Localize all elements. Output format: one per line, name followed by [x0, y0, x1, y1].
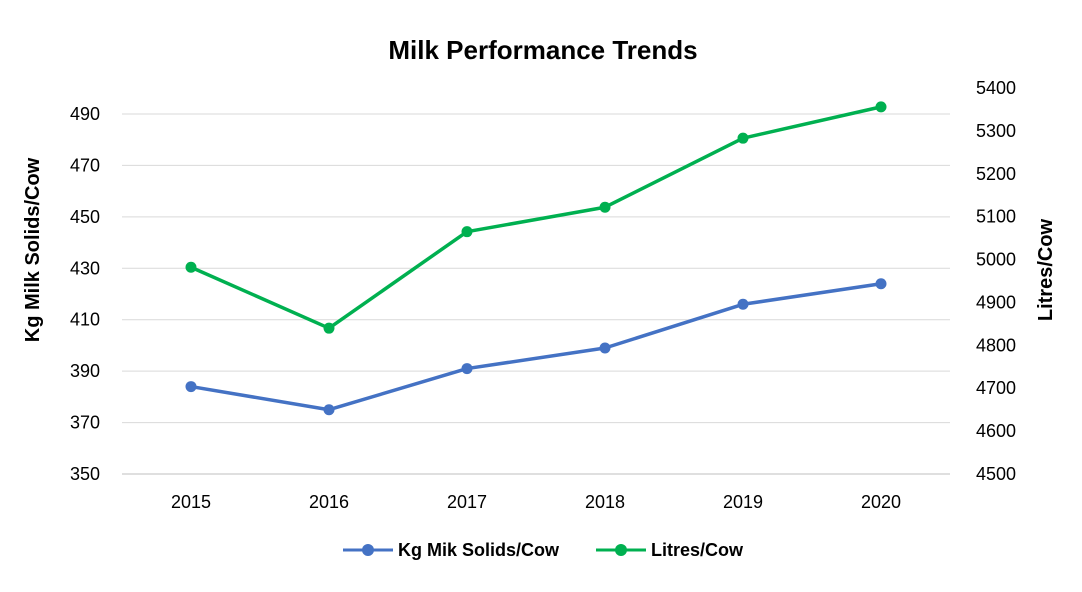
- data-point[interactable]: [737, 298, 749, 310]
- series-kg-milk-solids: [185, 278, 887, 416]
- left-axis-title: Kg Milk Solids/Cow: [22, 157, 44, 342]
- data-point[interactable]: [461, 363, 473, 375]
- left-tick-label: 390: [70, 361, 100, 381]
- right-tick-label: 4600: [976, 421, 1016, 441]
- left-tick-label: 470: [70, 155, 100, 175]
- data-point[interactable]: [737, 132, 749, 144]
- series-line: [189, 281, 883, 412]
- left-tick-label: 490: [70, 104, 100, 124]
- left-tick-label: 410: [70, 310, 100, 330]
- x-tick-label: 2020: [861, 492, 901, 512]
- legend-item-litres[interactable]: Litres/Cow: [596, 540, 744, 560]
- series-litres: [185, 101, 887, 334]
- right-tick-label: 5100: [976, 207, 1016, 227]
- right-tick-label: 5000: [976, 250, 1016, 270]
- data-point[interactable]: [185, 381, 197, 393]
- legend-item-kg-milk-solids[interactable]: Kg Mik Solids/Cow: [343, 540, 560, 560]
- legend-marker-litres: [615, 544, 627, 556]
- data-point[interactable]: [323, 404, 335, 416]
- left-tick-label: 450: [70, 207, 100, 227]
- x-tick-label: 2018: [585, 492, 625, 512]
- left-tick-label: 370: [70, 413, 100, 433]
- right-axis-title: Litres/Cow: [1035, 218, 1057, 321]
- right-tick-label: 4500: [976, 464, 1016, 484]
- x-tick-label: 2017: [447, 492, 487, 512]
- legend-marker-kg-milk-solids: [362, 544, 374, 556]
- data-point[interactable]: [461, 226, 473, 238]
- data-point[interactable]: [875, 101, 887, 113]
- right-axis-ticks: 4500 4600 4700 4800 4900 5000 5100 5200 5300 5400: [976, 78, 1016, 484]
- legend-label-kg-milk-solids: Kg Mik Solids/Cow: [398, 540, 560, 560]
- data-point[interactable]: [599, 342, 611, 354]
- right-tick-label: 4700: [976, 378, 1016, 398]
- legend: Kg Mik Solids/Cow Litres/Cow: [343, 540, 744, 560]
- data-point[interactable]: [185, 261, 197, 273]
- left-tick-label: 430: [70, 258, 100, 278]
- data-point[interactable]: [875, 278, 887, 290]
- series-layer: [185, 101, 887, 416]
- x-axis-ticks: 2015 2016 2017 2018 2019 2020: [171, 492, 901, 512]
- data-point[interactable]: [323, 322, 335, 334]
- x-tick-label: 2016: [309, 492, 349, 512]
- x-tick-label: 2015: [171, 492, 211, 512]
- data-point[interactable]: [599, 201, 611, 213]
- x-tick-label: 2019: [723, 492, 763, 512]
- right-tick-label: 5200: [976, 164, 1016, 184]
- left-tick-label: 350: [70, 464, 100, 484]
- right-tick-label: 5300: [976, 121, 1016, 141]
- chart-title: Milk Performance Trends: [388, 35, 697, 65]
- legend-label-litres: Litres/Cow: [651, 540, 744, 560]
- right-tick-label: 4800: [976, 335, 1016, 355]
- gridlines: [122, 113, 950, 475]
- left-axis-ticks: 350 370 390 410 430 450 470 490: [70, 104, 100, 484]
- right-tick-label: 4900: [976, 292, 1016, 312]
- series-line: [189, 105, 883, 330]
- right-tick-label: 5400: [976, 78, 1016, 98]
